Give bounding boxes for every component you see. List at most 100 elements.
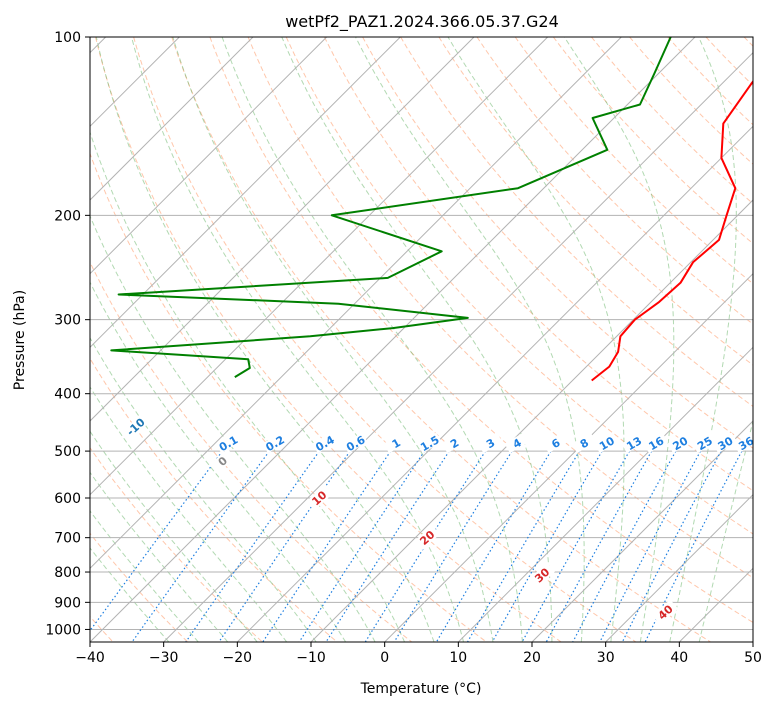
moist-adiabat [90,471,229,642]
mixing-ratio-label-bg [733,432,753,454]
x-tick-label: 40 [670,650,688,666]
mixing-ratio-label-bg [692,432,717,454]
dry-adiabat [514,37,753,285]
mixing-ratio-label-bg [712,432,738,454]
x-tick-label: 0 [380,650,389,666]
plot-area: -100-90-80-70-60-50-40-30-20-10010203040… [89,36,756,643]
dry-adiabat-label-bg [306,485,333,511]
isotherm [163,51,753,642]
x-tick-label: −40 [75,650,105,666]
isotherm [605,493,753,642]
dry-adiabat-label-bg [122,414,149,440]
isotherm [90,37,475,422]
mixing-ratio-line [185,450,320,642]
x-tick-label: −30 [149,650,179,666]
isotherm [90,37,401,349]
dry-adiabat-label-bg [529,562,555,588]
isotherm [531,420,753,642]
x-tick-label: 30 [597,650,615,666]
isotherm [457,346,753,642]
temperature-line [591,79,753,382]
dry-adiabat [133,37,637,642]
x-axis: −40 −30 −20 −10 0 10 20 30 40 50 [75,642,762,666]
mixing-ratio-label-bg [417,432,442,454]
mixing-ratio-line [298,450,425,642]
y-axis-label: Pressure (hPa) [12,290,28,390]
moist-adiabat [447,37,625,642]
mixing-ratio-label-bg [312,432,337,454]
mixing-ratio-label-bg [643,432,669,454]
moist-adiabat [95,37,435,642]
mixing-ratio-label-bg [215,432,241,454]
dry-adiabat-label-bg [414,525,441,551]
isotherm [90,37,549,496]
x-tick-label: 20 [523,650,541,666]
mixing-ratio-line [90,450,223,632]
mixing-ratio-line [491,450,603,642]
moist-adiabat [90,430,258,642]
mixing-ratio-line [599,450,702,642]
moist-adiabat [172,37,494,642]
dry-adiabat [285,37,753,535]
x-tick-label: −10 [296,650,326,666]
x-tick-label: 50 [744,650,762,666]
mixing-ratio-label-bg [504,432,530,454]
moist-adiabat [90,130,406,642]
moist-adiabat [90,281,347,642]
y-tick-label: 200 [54,208,81,224]
isotherm [310,199,753,642]
dry-adiabat [90,446,263,642]
dry-adiabat [95,37,562,642]
dry-adiabat [247,37,753,579]
moist-adiabat [221,37,523,642]
y-axis: 100 200 300 400 500 600 700 800 900 1000 [45,30,90,638]
plot-frame [89,36,754,643]
dry-adiabat [552,37,753,245]
y-tick-label: 400 [54,387,81,403]
mixing-ratio-line [572,450,677,642]
plot-background [90,37,753,642]
mixing-ratio-line [644,450,743,642]
dry-adiabat [209,37,753,623]
moist-adiabat [90,336,317,642]
moist-adiabat [90,214,376,642]
mixing-ratio-label-bg [667,432,693,454]
mixing-ratio-label-bg [571,432,597,454]
dry-adiabat [171,37,711,642]
chart-title: wetPf2_PAZ1.2024.366.05.37.G24 [285,12,559,32]
x-tick-label: 10 [449,650,467,666]
isotherm [384,272,753,642]
mixing-ratio-label-bg [543,432,568,454]
moist-adiabat [355,37,585,642]
mixing-ratio-line [621,450,722,642]
mixing-ratio-label-bg [441,432,467,454]
y-tick-label: 700 [54,531,81,547]
y-tick-label: 600 [54,491,81,507]
mixing-ratio-label-bg [383,432,409,454]
dry-adiabat [438,37,753,366]
x-axis-label: Temperature (°C) [360,681,482,697]
moist-adiabat [90,386,288,642]
mixing-ratio-label-bg [594,432,619,454]
isotherm [752,641,753,642]
mixing-ratio-line [521,450,631,642]
x-tick-label: −20 [223,650,253,666]
mixing-ratio-line [393,450,513,642]
mixing-ratio-label: 36 [736,434,756,453]
isotherm [90,37,254,201]
mixing-ratio-label-bg [343,432,368,454]
isotherm [90,37,696,642]
dry-adiabat [323,37,753,492]
mixing-ratio-label-bg [477,432,503,454]
dry-adiabat-label-bg [652,599,679,625]
mixing-ratio-line [545,450,653,642]
dry-adiabat [400,37,753,408]
dry-adiabat [90,261,413,642]
y-tick-label: 800 [54,565,81,581]
y-tick-label: 300 [54,313,81,329]
moist-adiabat [669,37,737,642]
y-tick-label: 100 [54,30,81,46]
y-tick-label: 500 [54,444,81,460]
mixing-ratio-line [262,450,392,642]
